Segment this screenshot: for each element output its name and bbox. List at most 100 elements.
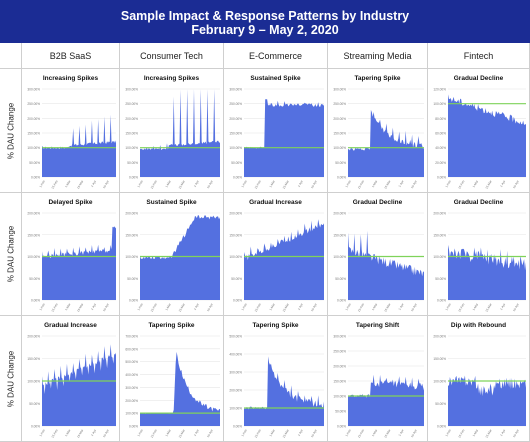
dau-area-series: [140, 351, 220, 426]
x-tick-label: 15-Apr: [206, 180, 214, 190]
row-axis-label: % DAU Change: [6, 102, 15, 159]
y-tick-label: 200.00%: [125, 212, 138, 216]
dau-area-series: [448, 94, 526, 177]
chart-title: Tapering Spike: [354, 75, 401, 82]
dau-area-series: [42, 344, 116, 426]
column-header: Consumer Tech: [120, 43, 224, 69]
area-chart: 200.00% 150.00% 100.00% 50.00% 0.00%1-Feb 15-…: [333, 212, 424, 313]
x-tick-label: 15-Apr: [310, 429, 318, 439]
y-tick-label: 300.00%: [125, 88, 138, 92]
x-tick-label: 1-Mar: [268, 429, 275, 438]
y-tick-label: 500.00%: [125, 360, 138, 364]
x-tick-label: 15-Feb: [457, 302, 465, 313]
y-tick-label: 150.00%: [27, 233, 40, 237]
x-tick-label: 15-Mar: [76, 180, 84, 190]
chart-cell: Gradual Decline 200.00% 150.00% 100.00% 50.0…: [428, 193, 530, 316]
header-banner: Sample Impact & Response Patterns by Ind…: [0, 0, 530, 43]
y-tick-label: 300.00%: [27, 88, 40, 92]
x-tick-label: 1-Feb: [240, 428, 248, 437]
y-tick-label: 50.00%: [335, 410, 346, 414]
y-tick-label: 100.00%: [229, 407, 242, 411]
y-tick-label: 500.00%: [229, 335, 242, 339]
area-chart: 300.00% 250.00% 200.00% 150.00% 100.00% 50.00…: [125, 88, 220, 190]
y-tick-label: 40.00%: [435, 146, 446, 150]
x-tick-label: 1-Feb: [38, 302, 46, 311]
chart-title: Delayed Spike: [48, 199, 93, 206]
x-tick-label: 1-Feb: [136, 302, 144, 311]
x-tick-label: 15-Feb: [50, 302, 58, 313]
x-tick-label: 1-Apr: [193, 180, 200, 188]
chart-cell: Delayed Spike 200.00% 150.00% 100.00% 50.00%…: [22, 193, 120, 316]
y-tick-label: 100.00%: [27, 255, 40, 259]
x-tick-label: 1-Mar: [164, 180, 171, 189]
x-tick-label: 15-Feb: [357, 428, 365, 439]
chart-cell: Dip with Rebound 200.00% 150.00% 100.00% 50.…: [428, 316, 530, 442]
y-tick-label: 150.00%: [333, 132, 346, 136]
x-tick-label: 15-Apr: [512, 429, 520, 439]
y-tick-label: 300.00%: [333, 335, 346, 339]
chart-title: Sustained Spike: [250, 75, 301, 82]
x-tick-label: 1-Mar: [268, 180, 275, 189]
page-title: Sample Impact & Response Patterns by Ind…: [120, 9, 410, 23]
y-tick-label: 100.00%: [125, 255, 138, 259]
x-tick-label: 1-Apr: [398, 180, 405, 188]
x-tick-label: 15-Mar: [178, 303, 186, 313]
y-tick-label: 700.00%: [125, 335, 138, 339]
y-tick-label: 400.00%: [229, 353, 242, 357]
column-header: E-Commerce: [224, 43, 328, 69]
y-tick-label: 0.00%: [129, 425, 138, 429]
y-tick-label: 50.00%: [29, 161, 40, 165]
x-tick-label: 15-Mar: [178, 180, 186, 190]
x-tick-label: 1-Mar: [164, 303, 171, 312]
y-tick-label: 150.00%: [125, 233, 138, 237]
x-tick-label: 15-Mar: [383, 303, 391, 313]
x-tick-label: 15-Mar: [178, 429, 186, 439]
area-chart: 300.00% 250.00% 200.00% 150.00% 100.00% 50.00…: [229, 88, 324, 190]
area-chart: 300.00% 250.00% 200.00% 150.00% 100.00% 50.00…: [333, 335, 424, 439]
x-tick-label: 1-Mar: [472, 429, 479, 438]
y-tick-label: 250.00%: [27, 102, 40, 106]
chart-title: Gradual Decline: [352, 199, 403, 206]
x-tick-label: 15-Feb: [254, 302, 262, 313]
y-tick-label: 100.00%: [333, 146, 346, 150]
x-tick-label: 15-Feb: [50, 179, 58, 190]
dau-area-series: [244, 356, 324, 426]
x-tick-label: 1-Apr: [90, 303, 97, 311]
y-tick-label: 100.00%: [333, 255, 346, 259]
x-tick-label: 1-Mar: [268, 303, 275, 312]
x-tick-label: 1-Mar: [371, 429, 378, 438]
chart-title: Sustained Spike: [146, 199, 197, 206]
x-tick-label: 1-Feb: [344, 428, 352, 437]
y-tick-label: 200.00%: [333, 212, 346, 216]
x-tick-label: 15-Mar: [282, 429, 290, 439]
y-tick-label: 50.00%: [435, 402, 446, 406]
row-header: % DAU Change: [0, 193, 22, 316]
y-tick-label: 150.00%: [125, 132, 138, 136]
y-tick-label: 0.00%: [129, 299, 138, 303]
y-tick-label: 200.00%: [229, 389, 242, 393]
y-tick-label: 300.00%: [125, 386, 138, 390]
x-tick-label: 15-Feb: [357, 179, 365, 190]
y-tick-label: 0.00%: [337, 176, 346, 180]
x-tick-label: 15-Feb: [457, 179, 465, 190]
x-tick-label: 1-Mar: [371, 303, 378, 312]
x-tick-label: 15-Apr: [102, 429, 110, 439]
y-tick-label: 50.00%: [127, 277, 138, 281]
y-tick-label: 100.00%: [229, 255, 242, 259]
y-tick-label: 50.00%: [127, 161, 138, 165]
chart-title: Gradual Increase: [249, 199, 302, 206]
x-tick-label: 1-Mar: [64, 429, 71, 438]
x-tick-label: 1-Feb: [444, 428, 452, 437]
x-tick-label: 1-Apr: [193, 303, 200, 311]
chart-title: Increasing Spikes: [143, 75, 200, 82]
y-tick-label: 200.00%: [229, 117, 242, 121]
dau-area-series: [448, 244, 526, 300]
area-chart: 700.00% 600.00% 500.00% 400.00% 300.00% 200.0…: [125, 335, 220, 439]
chart-cell: Increasing Spikes 300.00% 250.00% 200.00% 15…: [120, 69, 224, 193]
y-tick-label: 300.00%: [333, 88, 346, 92]
y-tick-label: 150.00%: [27, 357, 40, 361]
x-tick-label: 1-Feb: [136, 428, 144, 437]
y-tick-label: 0.00%: [233, 425, 242, 429]
y-tick-label: 150.00%: [27, 132, 40, 136]
x-tick-label: 15-Mar: [282, 303, 290, 313]
